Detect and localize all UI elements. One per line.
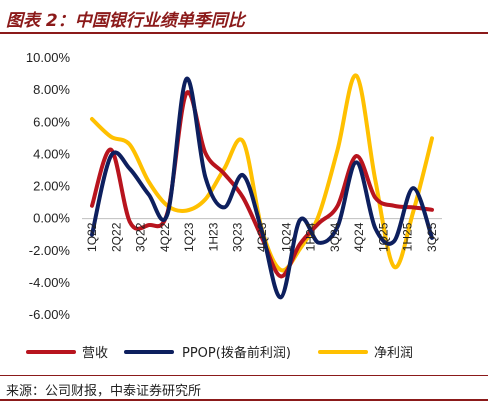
x-tick-label: 3Q23 xyxy=(231,222,245,252)
source-divider xyxy=(0,375,488,376)
y-tick-label: -4.00% xyxy=(29,275,71,290)
x-tick-label: 2Q22 xyxy=(109,222,123,252)
series-lines xyxy=(90,73,434,300)
x-tick-label: 1Q22 xyxy=(85,222,99,252)
y-tick-label: 10.00% xyxy=(26,50,71,65)
y-tick-label: 8.00% xyxy=(33,82,70,97)
x-tick-label: 3Q24 xyxy=(328,222,342,252)
legend: 营收 PPOP(拨备前利润) 净利润 xyxy=(26,345,413,361)
x-tick-labels: 1Q22 2Q22 3Q22 4Q22 1Q23 1H23 3Q23 4Q23 1Q24 1H24… xyxy=(85,222,439,252)
legend-label: PPOP(拨备前利润) xyxy=(182,345,291,361)
title-bar: 图表 2：中国银行业绩单季同比 xyxy=(0,0,488,34)
x-tick-label: 1H23 xyxy=(206,222,220,251)
y-tick-label: -6.00% xyxy=(29,307,71,322)
y-axis: 10.00% 8.00% 6.00% 4.00% 2.00% 0.00% -2.00% -4.… xyxy=(26,50,71,322)
y-tick-label: 2.00% xyxy=(33,179,70,194)
x-tick-label: 1Q24 xyxy=(279,222,293,252)
x-tick-label: 4Q22 xyxy=(158,222,172,252)
legend-label: 净利润 xyxy=(374,346,413,361)
x-tick-label: 1H24 xyxy=(304,222,318,251)
x-tick-label: 1Q23 xyxy=(182,222,196,252)
series-line-revenue xyxy=(90,90,434,279)
legend-label: 营收 xyxy=(82,346,108,361)
y-tick-label: 0.00% xyxy=(33,211,70,226)
x-tick-label: 1H25 xyxy=(401,222,415,251)
chart: 10.00% 8.00% 6.00% 4.00% 2.00% 0.00% -2.00% -4.… xyxy=(26,50,442,361)
bottom-divider xyxy=(0,399,488,401)
title-divider xyxy=(0,32,488,34)
series-line-ppop xyxy=(90,76,434,300)
y-tick-label: 6.00% xyxy=(33,114,70,129)
x-tick-label: 4Q24 xyxy=(352,222,366,252)
x-tick-label: 3Q25 xyxy=(425,222,439,252)
source-note: 来源：公司财报，中泰证券研究所 xyxy=(6,384,202,399)
x-tick-label: 4Q23 xyxy=(255,222,269,252)
x-tick-label: 1Q25 xyxy=(376,222,390,252)
x-tick-label: 3Q22 xyxy=(134,222,148,252)
y-tick-label: -2.00% xyxy=(29,243,71,258)
y-tick-label: 4.00% xyxy=(33,146,70,161)
chart-title: 图表 2：中国银行业绩单季同比 xyxy=(6,11,245,31)
